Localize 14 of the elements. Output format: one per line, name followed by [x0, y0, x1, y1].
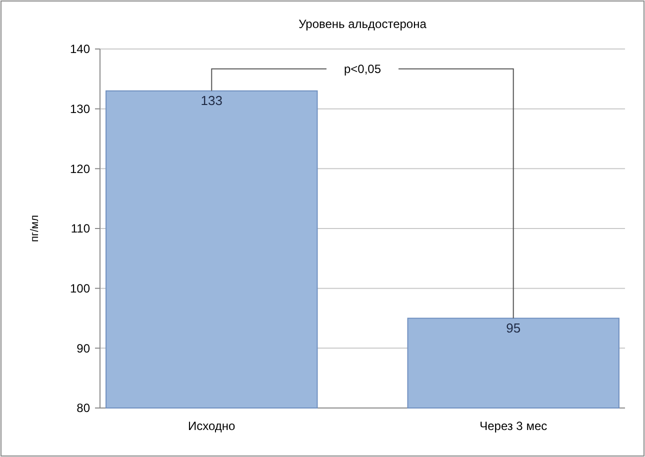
- y-tick-label: 80: [76, 401, 90, 416]
- x-tick-label: Исходно: [188, 419, 236, 433]
- annotation: p<0,05: [344, 62, 382, 76]
- x-tick-label: Через 3 мес: [480, 419, 548, 433]
- y-tick-label: 120: [70, 162, 90, 176]
- data-label: 133: [200, 92, 222, 108]
- y-tick-label: 110: [70, 222, 90, 236]
- data-label: 95: [506, 320, 521, 336]
- y-tick-label: 140: [70, 42, 90, 56]
- y-axis-title: пг/мл: [29, 214, 41, 242]
- y-tick-label: 100: [70, 282, 90, 296]
- chart-title: Уровень альдостерона: [298, 17, 427, 31]
- y-tick-label: 90: [76, 341, 90, 356]
- y-tick-label: 130: [70, 102, 90, 116]
